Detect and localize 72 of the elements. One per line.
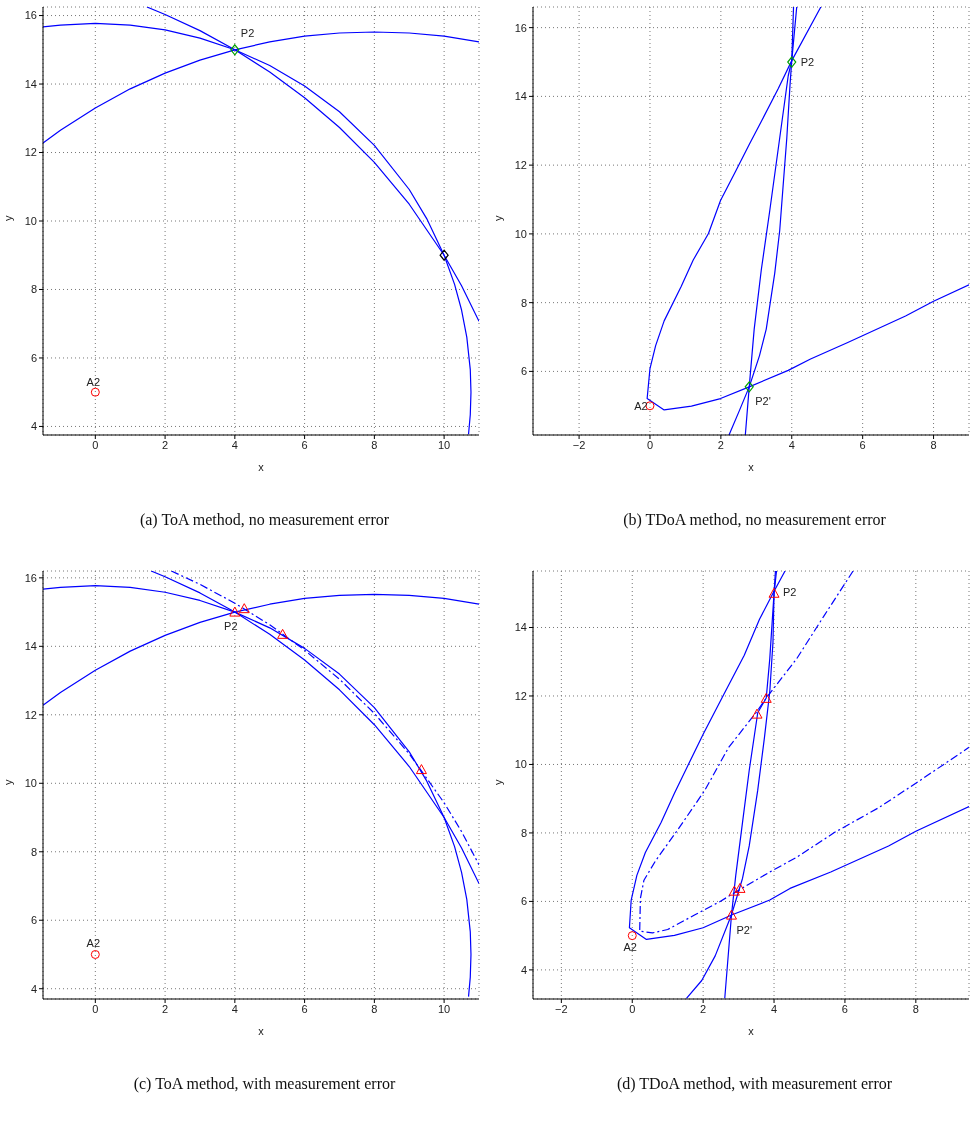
x-tick-label: 4 bbox=[770, 1002, 778, 1015]
y-axis-title: y bbox=[491, 779, 504, 785]
y-tick-label: 14 bbox=[514, 90, 527, 103]
y-tick-label: 6 bbox=[520, 365, 527, 378]
text: (a) ToA method, no measurement error bbox=[138, 509, 391, 531]
y-tick-label: 4 bbox=[30, 982, 37, 995]
x-tick-label: 2 bbox=[717, 438, 724, 451]
y-tick-label: 14 bbox=[24, 640, 37, 653]
x-tick-label: 8 bbox=[930, 438, 937, 451]
annotation: P2' bbox=[736, 924, 753, 937]
annotation: P2 bbox=[224, 619, 238, 632]
annotation: A2 bbox=[634, 399, 648, 412]
y-tick-label: 10 bbox=[24, 777, 37, 790]
x-tick-label: 0 bbox=[92, 438, 99, 451]
y-tick-label: 14 bbox=[514, 621, 527, 634]
annotation: P2 bbox=[783, 586, 797, 599]
y-tick-label: 12 bbox=[514, 159, 527, 172]
y-tick-label: 16 bbox=[514, 21, 527, 34]
y-tick-label: 12 bbox=[514, 689, 527, 702]
x-axis-title: x bbox=[748, 461, 755, 473]
y-tick-label: 10 bbox=[514, 758, 527, 771]
annotation: A2 bbox=[623, 940, 637, 953]
y-tick-label: 4 bbox=[30, 420, 37, 433]
text: (d) TDoA method, with measurement error bbox=[615, 1073, 894, 1095]
y-tick-label: 8 bbox=[30, 283, 37, 296]
y-tick-label: 12 bbox=[24, 708, 37, 721]
annotation: P2 bbox=[800, 55, 815, 68]
x-tick-label: 8 bbox=[371, 1002, 378, 1015]
y-tick-label: 8 bbox=[520, 296, 527, 309]
x-tick-label: 2 bbox=[162, 438, 169, 451]
x-tick-label: 10 bbox=[437, 1002, 451, 1015]
x-tick-label: 10 bbox=[437, 438, 451, 451]
y-tick-label: 6 bbox=[520, 895, 527, 908]
x-tick-label: 4 bbox=[231, 1002, 238, 1015]
x-tick-label: −2 bbox=[572, 438, 586, 451]
x-tick-label: −2 bbox=[555, 1002, 568, 1015]
x-tick-label: 2 bbox=[700, 1002, 707, 1015]
y-axis-title: y bbox=[1, 215, 14, 221]
y-tick-label: 6 bbox=[30, 914, 37, 927]
x-axis-title: x bbox=[258, 1025, 265, 1037]
y-tick-label: 14 bbox=[24, 77, 37, 90]
x-tick-label: 6 bbox=[301, 1002, 308, 1015]
text: (b) TDoA method, no measurement error bbox=[622, 509, 887, 531]
y-axis-title: y bbox=[491, 215, 504, 221]
y-tick-label: 12 bbox=[24, 146, 37, 159]
x-tick-label: 2 bbox=[162, 1002, 169, 1015]
x-axis-title: x bbox=[258, 461, 265, 473]
y-axis-title: y bbox=[1, 779, 14, 785]
x-tick-label: 8 bbox=[371, 438, 378, 451]
y-tick-label: 4 bbox=[520, 963, 527, 976]
y-tick-label: 6 bbox=[30, 351, 37, 364]
annotation: A2 bbox=[86, 376, 101, 389]
y-tick-label: 16 bbox=[24, 571, 37, 584]
x-tick-label: 6 bbox=[859, 438, 866, 451]
x-tick-label: 8 bbox=[912, 1002, 919, 1015]
annotation: P2' bbox=[755, 394, 771, 407]
x-tick-label: 4 bbox=[788, 438, 795, 451]
annotation: A2 bbox=[86, 937, 101, 950]
y-tick-label: 10 bbox=[24, 214, 37, 227]
x-axis-title: x bbox=[748, 1025, 755, 1037]
annotation: P2 bbox=[240, 26, 255, 39]
x-tick-label: 6 bbox=[301, 438, 308, 451]
x-tick-label: 0 bbox=[646, 438, 654, 451]
x-tick-label: 6 bbox=[841, 1002, 848, 1015]
x-tick-label: 0 bbox=[629, 1002, 636, 1015]
x-tick-label: 0 bbox=[92, 1002, 99, 1015]
x-tick-label: 4 bbox=[231, 438, 238, 451]
y-tick-label: 8 bbox=[520, 826, 527, 839]
text: (c) ToA method, with measurement error bbox=[132, 1073, 397, 1095]
y-tick-label: 10 bbox=[514, 227, 527, 240]
y-tick-label: 8 bbox=[30, 845, 37, 858]
y-tick-label: 16 bbox=[24, 9, 37, 22]
